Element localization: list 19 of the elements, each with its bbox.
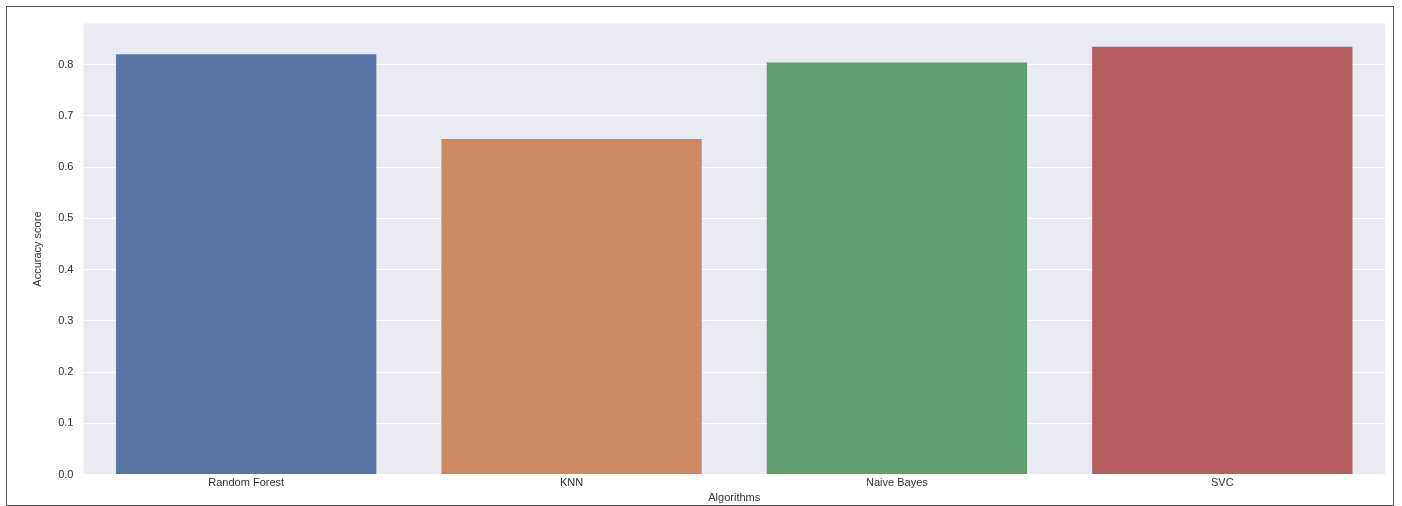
y-tick-label: 0.4 (58, 262, 74, 275)
bar (1092, 46, 1353, 475)
y-tick-label: 0.1 (58, 416, 74, 429)
bar (116, 54, 377, 475)
bar (441, 138, 702, 475)
y-tick-label: 0.2 (58, 365, 74, 378)
x-axis-title: Algorithms (708, 491, 761, 504)
y-tick-label: 0.7 (58, 108, 74, 121)
y-tick-label: 0.3 (58, 313, 74, 326)
y-axis-title: Accuracy score (30, 211, 43, 287)
x-tick-label: KNN (559, 476, 584, 489)
y-tick-label: 0.0 (58, 467, 74, 480)
bar (766, 62, 1028, 475)
x-tick-label: Random Forest (208, 476, 285, 489)
y-tick-label: 0.8 (58, 57, 74, 70)
x-tick-label: SVC (1211, 476, 1234, 489)
x-tick-label: Naive Bayes (866, 476, 929, 489)
y-tick-label: 0.5 (58, 211, 74, 224)
y-tick-label: 0.6 (58, 160, 74, 173)
